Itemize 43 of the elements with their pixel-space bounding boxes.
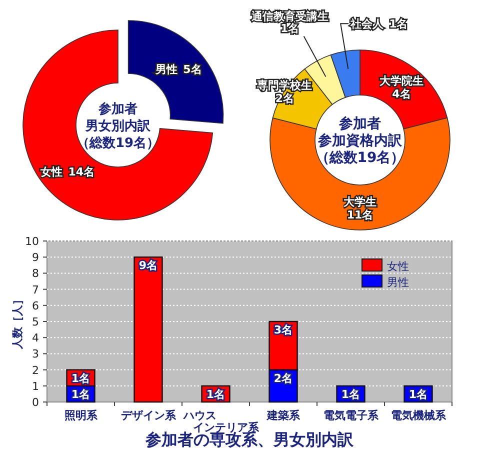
slice-label: 男性 5名 — [154, 63, 202, 76]
data-label: 1名 — [71, 388, 90, 401]
text: 参加者 — [98, 101, 138, 117]
data-label: 1名 — [341, 388, 360, 401]
text: （総数19名） — [315, 150, 405, 166]
y-tick-label: 3 — [32, 348, 39, 361]
y-axis-title: 人数［人］ — [11, 294, 24, 350]
data-label: 1名 — [71, 372, 90, 385]
slice-label: 大学院生 — [379, 74, 424, 88]
legend-label: 男性 — [387, 276, 409, 289]
bar — [134, 256, 163, 403]
data-label: 1名 — [280, 22, 300, 36]
y-tick-label: 1 — [32, 380, 39, 393]
y-tick-label: 6 — [32, 299, 39, 312]
y-tick-label: 9 — [32, 251, 39, 264]
slice-label: 社会人 1名 — [350, 18, 408, 31]
data-label: 1名 — [206, 388, 226, 401]
data-label: 11名 — [346, 208, 374, 222]
slice-label: 大学生 — [344, 196, 376, 208]
data-label: 4名 — [392, 88, 411, 101]
y-tick-label: 7 — [32, 283, 39, 296]
text: 参加資格内訳 — [317, 132, 403, 149]
x-tick-label: 照明系 — [64, 409, 98, 422]
y-tick-label: 4 — [32, 332, 39, 345]
x-tick-label: 電気電子系 — [323, 409, 380, 422]
slice-label: 通信教育受講生 — [250, 10, 328, 24]
y-tick-label: 2 — [32, 364, 39, 377]
text: 参加者 — [338, 115, 381, 132]
y-tick-label: 5 — [32, 316, 39, 328]
data-label: 2名 — [274, 372, 293, 385]
text: （総数19名） — [76, 136, 160, 151]
y-tick-label: 8 — [32, 267, 39, 280]
x-tick-label: 建築系 — [266, 409, 301, 422]
legend-label: 女性 — [387, 260, 409, 273]
slice-label: 女性 14名 — [40, 165, 95, 178]
y-tick-label: 10 — [25, 235, 39, 248]
y-tick-label: 0 — [32, 396, 39, 409]
data-label: 3名 — [274, 324, 293, 336]
text: 男女別内訳 — [84, 118, 152, 134]
data-label: 1名 — [408, 388, 428, 401]
x-tick-label: デザイン系 — [120, 409, 177, 422]
data-label: 9名 — [138, 259, 158, 272]
x-tick-label: 電気機械系 — [390, 409, 447, 422]
